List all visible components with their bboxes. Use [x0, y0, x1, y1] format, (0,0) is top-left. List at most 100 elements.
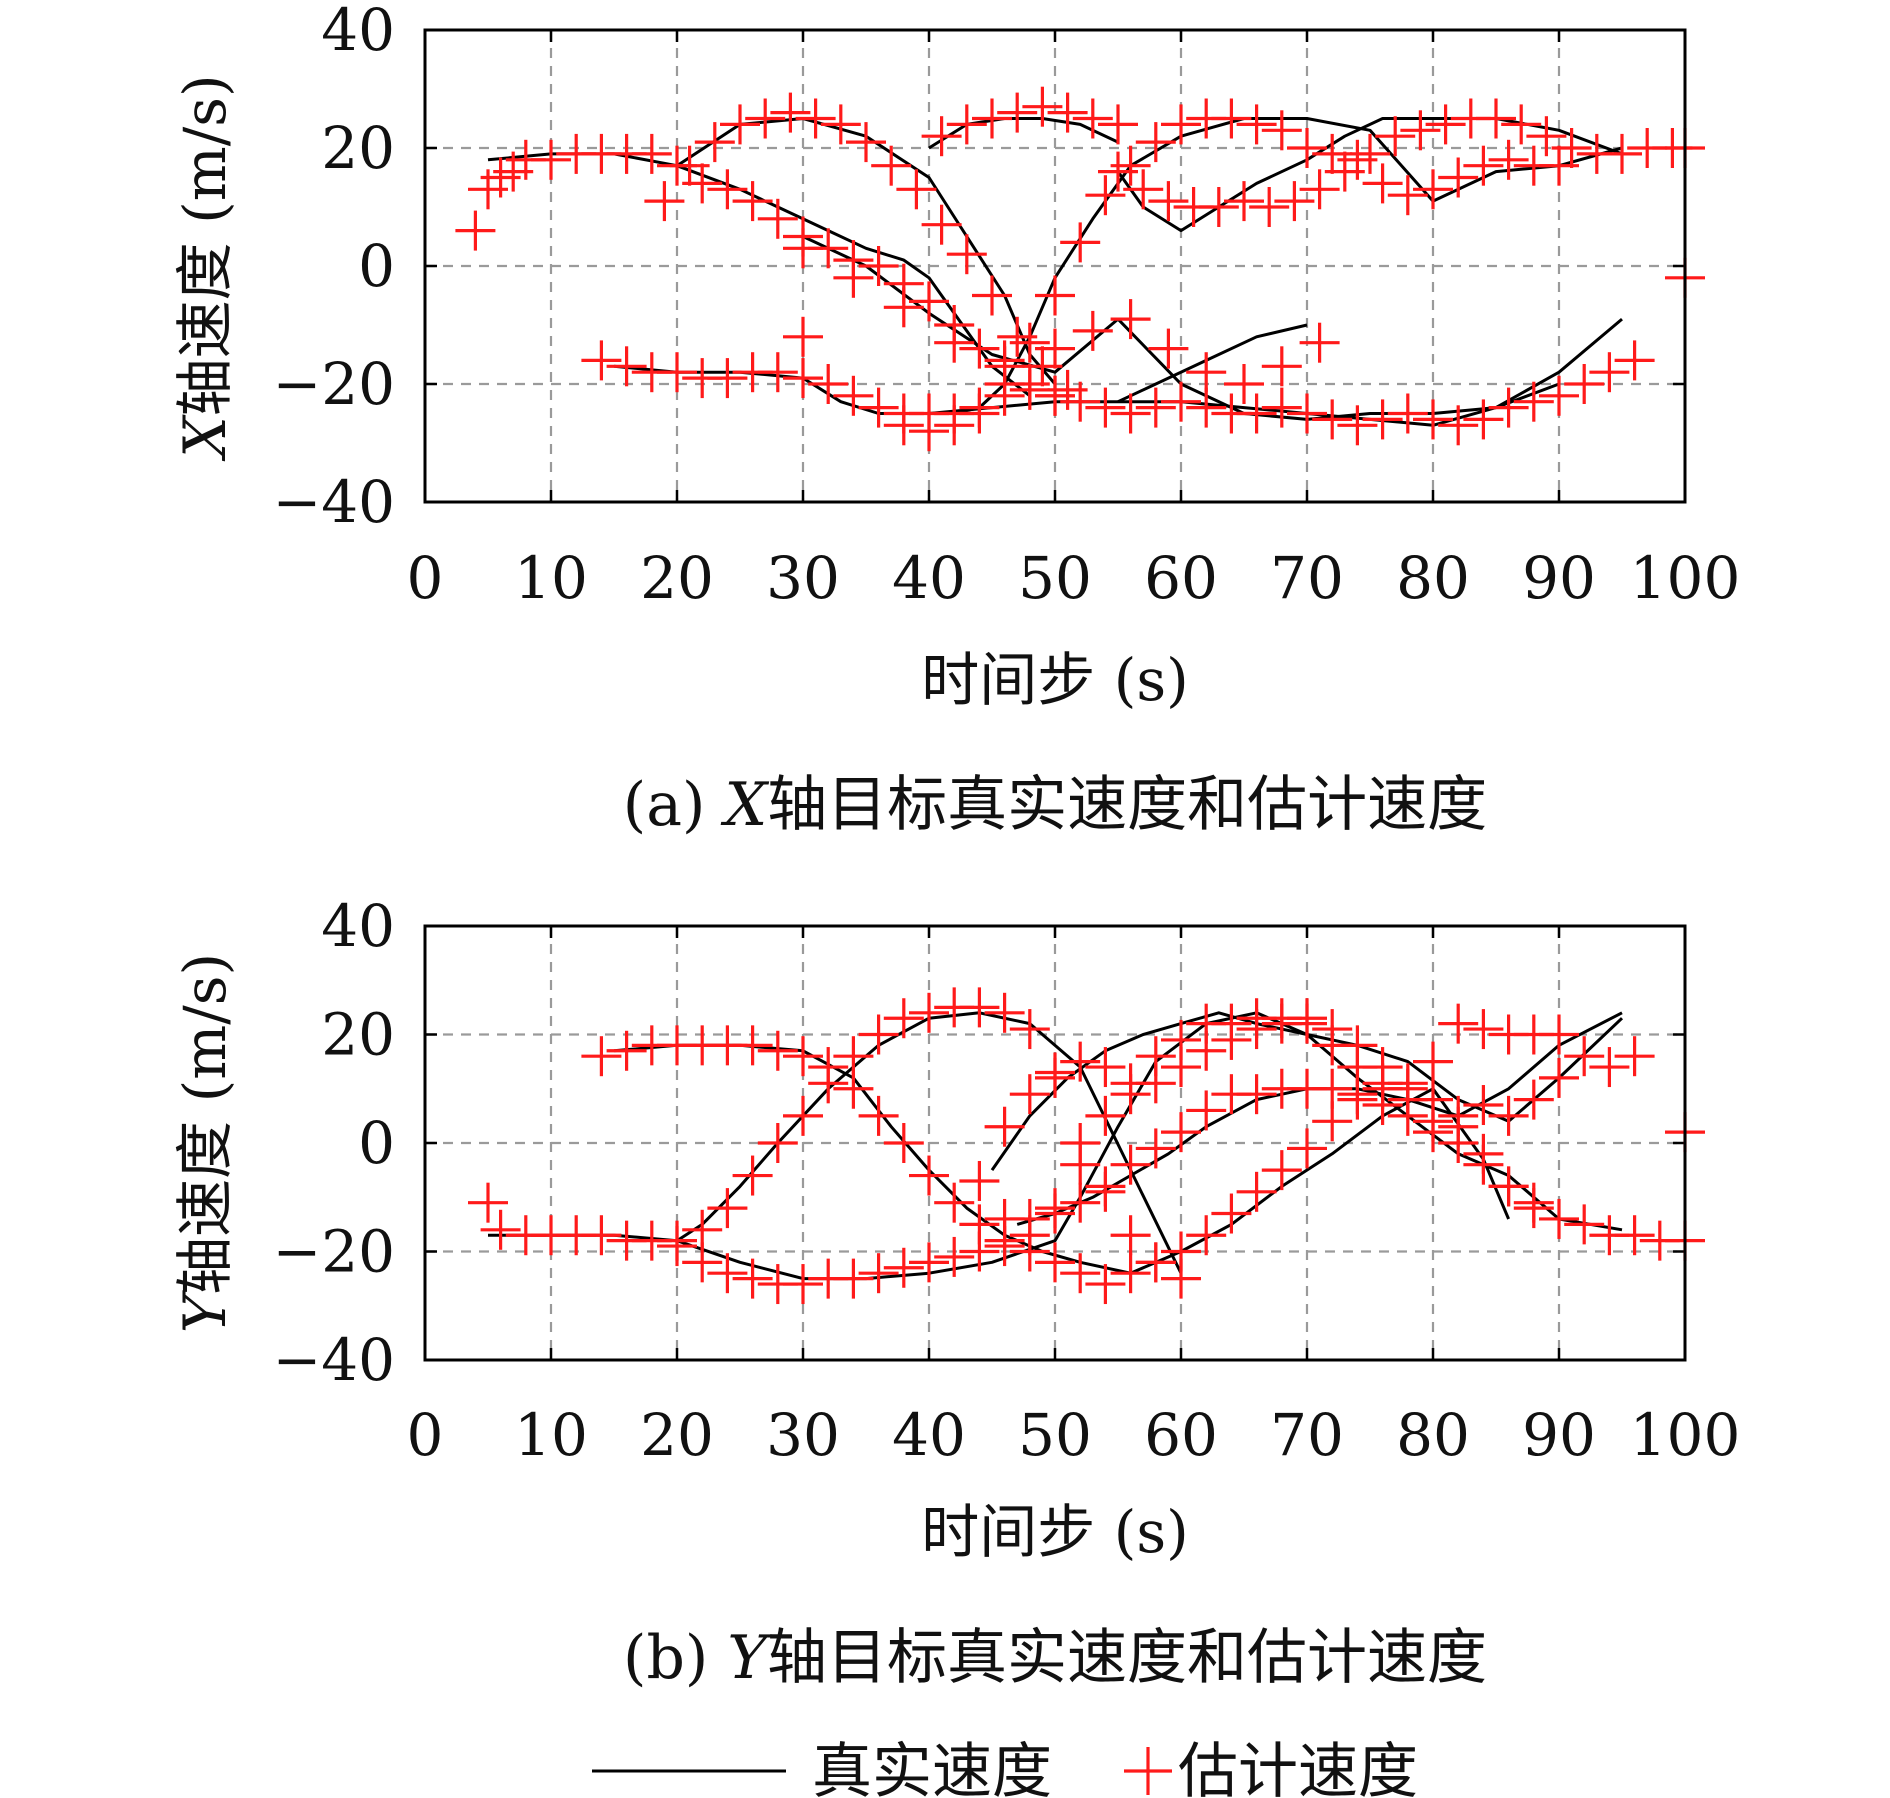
estimate-marker: [959, 1160, 1000, 1201]
estimate-marker: [921, 116, 962, 157]
x-tick-label: 40: [892, 544, 966, 612]
estimate-marker: [1488, 1166, 1529, 1207]
estimate-marker: [883, 998, 924, 1039]
estimate-marker: [1035, 275, 1075, 316]
y-tick-label: −40: [273, 1326, 395, 1394]
caption-b: (b) Y轴目标真实速度和估计速度: [623, 1623, 1487, 1693]
estimate-marker: [1312, 1068, 1353, 1109]
panel-a-x-velocity: 0 10 20 30 40 50 60 70 80 90 100 −40 −20 0 20 40 时间步 (s…: [171, 0, 1740, 840]
estimate-marker: [707, 358, 748, 399]
estimate-marker: [1148, 328, 1189, 369]
estimate-marker: [657, 352, 697, 393]
estimate-marker: [1261, 346, 1302, 387]
estimate-marker: [1362, 1047, 1403, 1088]
estimate-marker: [1513, 1182, 1554, 1223]
estimate-marker: [1463, 1009, 1504, 1050]
x-tick-label: 50: [1018, 1401, 1092, 1469]
x-tick-label: 30: [766, 544, 840, 612]
estimate-marker: [1602, 133, 1642, 174]
estimate-marker: [1413, 1112, 1453, 1153]
estimate-marker: [1110, 1144, 1151, 1185]
estimate-marker: [1249, 187, 1290, 227]
estimate-marker: [1539, 1057, 1579, 1098]
estimate-marker: [883, 1247, 924, 1288]
estimate-marker: [1060, 222, 1101, 263]
estimate-marker: [1387, 1095, 1428, 1136]
x-tick-label: 40: [892, 1401, 966, 1469]
estimate-marker: [1463, 399, 1504, 440]
estimate-marker: [581, 340, 622, 381]
true-velocity-line: [676, 117, 1057, 385]
estimate-marker: [1009, 369, 1050, 410]
plot-b-ticks: 0 10 20 30 40 50 60 70 80 90 100 −40 −20 0 20 40: [273, 892, 1741, 1469]
plot-b-marks: [468, 987, 1705, 1305]
estimate-marker: [1539, 1014, 1579, 1055]
estimate-marker: [1123, 169, 1164, 210]
estimate-marker: [1299, 169, 1340, 210]
estimate-marker: [1501, 104, 1542, 145]
estimate-marker: [1488, 1095, 1529, 1136]
estimate-marker: [1526, 116, 1567, 157]
y-tick-label: −20: [273, 350, 395, 418]
estimate-marker: [1614, 1036, 1655, 1077]
estimate-marker: [1022, 86, 1063, 127]
estimate-marker: [480, 1209, 521, 1250]
estimate-marker: [707, 1188, 748, 1229]
estimate-marker: [972, 98, 1012, 139]
estimate-marker: [921, 204, 962, 245]
estimate-marker: [833, 1068, 874, 1109]
legend-estimate-swatch: [1124, 1747, 1172, 1795]
estimate-marker: [1186, 1090, 1227, 1131]
estimate-marker: [1287, 1128, 1327, 1169]
estimate-marker: [1400, 110, 1441, 151]
estimate-marker: [1072, 98, 1113, 139]
estimate-marker: [1564, 1036, 1605, 1077]
estimate-marker: [732, 1025, 773, 1066]
estimate-marker: [1589, 1047, 1630, 1088]
x-tick-label: 90: [1522, 1401, 1596, 1469]
plot-a-ylabel-rest: 轴速度 (m/s): [171, 74, 239, 416]
estimate-marker: [808, 364, 849, 404]
x-tick-label: 100: [1630, 544, 1741, 612]
panel-b-y-velocity: 0 10 20 30 40 50 60 70 80 90 100 −40 −20 0 20 40 时间步 (s…: [171, 892, 1740, 1693]
estimate-marker: [795, 98, 836, 139]
estimate-marker: [1299, 322, 1340, 363]
estimate-marker: [1438, 405, 1479, 446]
y-tick-label: −20: [273, 1218, 395, 1286]
estimate-marker: [1060, 1041, 1101, 1082]
estimate-marker: [1135, 387, 1176, 428]
estimate-marker: [732, 181, 773, 222]
plot-b-xlabel: 时间步 (s): [921, 1498, 1188, 1566]
estimate-marker: [1236, 393, 1277, 434]
estimate-marker: [1337, 139, 1378, 180]
estimate-marker: [1387, 175, 1428, 216]
estimate-marker: [1161, 381, 1201, 422]
estimate-marker: [984, 340, 1025, 381]
estimate-marker: [1186, 1215, 1227, 1256]
caption-b-rest: 轴目标真实速度和估计速度: [767, 1623, 1487, 1693]
estimate-marker: [1060, 1182, 1101, 1223]
y-tick-label: 20: [321, 1001, 395, 1069]
x-tick-label: 30: [766, 1401, 840, 1469]
estimate-marker: [455, 210, 496, 251]
y-tick-label: −40: [273, 468, 395, 536]
plot-a-ylabel: X轴速度 (m/s): [171, 74, 239, 461]
estimate-marker: [1135, 1128, 1176, 1169]
estimate-marker: [1614, 1215, 1655, 1256]
estimate-marker: [1009, 1009, 1050, 1050]
x-tick-label: 60: [1144, 544, 1218, 612]
estimate-marker: [959, 393, 1000, 434]
estimate-marker: [1438, 1003, 1479, 1044]
estimate-marker: [858, 1095, 899, 1136]
estimate-marker: [783, 1095, 823, 1136]
estimate-marker: [1362, 399, 1403, 440]
estimate-marker: [909, 1155, 949, 1196]
plot-b-ylabel-axis: Y: [171, 1290, 239, 1333]
true-velocity-line: [487, 152, 1031, 397]
estimate-marker: [606, 346, 647, 387]
plot-a-ticks: 0 10 20 30 40 50 60 70 80 90 100 −40 −20 0 20 40: [273, 0, 1741, 612]
estimate-marker: [1413, 169, 1453, 210]
estimate-marker: [1337, 1025, 1378, 1066]
x-tick-label: 10: [514, 544, 588, 612]
estimate-marker: [1337, 405, 1378, 446]
